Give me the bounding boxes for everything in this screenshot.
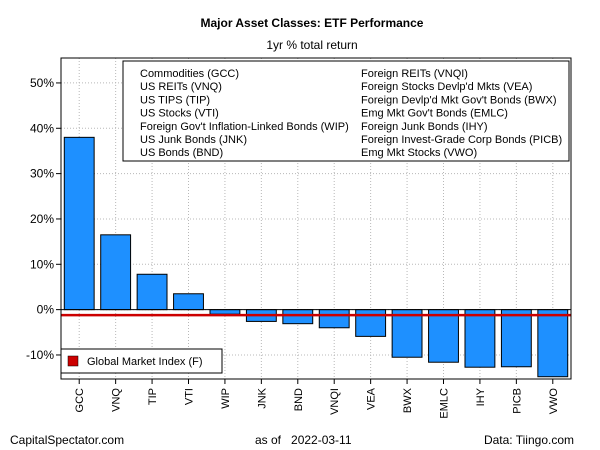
reference-legend-label: Global Market Index (F) [87, 356, 203, 368]
legend-entry: Foreign REITs (VNQI) [361, 68, 468, 80]
x-tick-label: GCC [74, 388, 86, 413]
bar-vti [173, 293, 204, 311]
bar-ihy [464, 309, 496, 368]
x-tick-label: BWX [402, 387, 414, 413]
reference-legend-swatch [67, 355, 79, 367]
legend-entry: Foreign Stocks Devlp'd Mkts (VEA) [361, 81, 532, 93]
footer-data-source: Data: Tiingo.com [483, 433, 574, 447]
y-tick-label: 10% [30, 257, 54, 271]
legend-entry: US Junk Bonds (JNK) [140, 134, 247, 146]
x-tick-label: EMLC [439, 388, 451, 419]
footer-source-site: CapitalSpectator.com [10, 433, 125, 447]
legend-entry: Emg Mkt Stocks (VWO) [361, 147, 477, 159]
reference-legend-box [60, 348, 223, 374]
x-tick-label: VEA [366, 387, 378, 410]
bar-wip [209, 309, 241, 315]
legend-box [122, 60, 570, 162]
y-tick-label: 20% [30, 212, 54, 226]
legend-entry: US TIPS (TIP) [140, 94, 210, 106]
y-tick-label: 50% [30, 76, 54, 90]
legend-entry: US Bonds (BND) [140, 147, 223, 159]
x-tick-label: TIP [147, 388, 159, 405]
bar-emlc [428, 309, 459, 363]
series-legend: Commodities (GCC)US REITs (VNQ)US TIPS (… [122, 60, 570, 162]
chart-title: Major Asset Classes: ETF Performance [201, 16, 424, 30]
legend-entry: US Stocks (VTI) [140, 108, 219, 120]
x-tick-label: VNQ [111, 388, 123, 412]
bar-bwx [391, 309, 423, 358]
x-tick-label: JNK [256, 387, 268, 408]
footer-date: as of 2022-03-11 [255, 433, 352, 447]
axes: -10% 0% 10% 20% 30% 40% 50% GCC VNQ TIP VTI WIP JNK B… [26, 57, 572, 419]
x-tick-label: WIP [220, 388, 232, 409]
y-tick-label: -10% [26, 348, 54, 362]
x-tick-label: PICB [511, 388, 523, 414]
x-tick-label: VNQI [329, 388, 341, 415]
legend-entry: Foreign Junk Bonds (IHY) [361, 121, 488, 133]
y-tick-label: 0% [37, 303, 55, 317]
y-tick-label: 40% [30, 121, 54, 135]
bar-vnqi [318, 309, 350, 329]
legend-entry: Foreign Devlp'd Mkt Gov't Bonds (BWX) [361, 94, 557, 106]
legend-entry: Commodities (GCC) [140, 68, 239, 80]
bar-vea [355, 309, 387, 337]
bars [63, 136, 569, 378]
legend-entry: Foreign Invest-Grade Corp Bonds (PICB) [361, 134, 562, 146]
bar-gcc [63, 136, 95, 311]
chart-subtitle: 1yr % total return [266, 38, 357, 52]
bar-vnq [100, 234, 132, 311]
x-tick-label: VTI [184, 388, 196, 405]
x-tick-label: VWO [548, 388, 560, 415]
legend-entry: US REITs (VNQ) [140, 81, 222, 93]
legend-entry: Foreign Gov't Inflation-Linked Bonds (WI… [140, 121, 349, 133]
legend-entry: Emg Mkt Gov't Bonds (EMLC) [361, 108, 508, 120]
y-tick-label: 30% [30, 167, 54, 181]
reference-legend: Global Market Index (F) [60, 348, 223, 374]
x-tick-label: IHY [475, 387, 487, 406]
bar-tip [136, 273, 168, 311]
bar-picb [500, 309, 532, 368]
bar-bnd [282, 309, 314, 325]
x-tick-label: BND [293, 388, 305, 411]
bar-vwo [537, 309, 569, 378]
